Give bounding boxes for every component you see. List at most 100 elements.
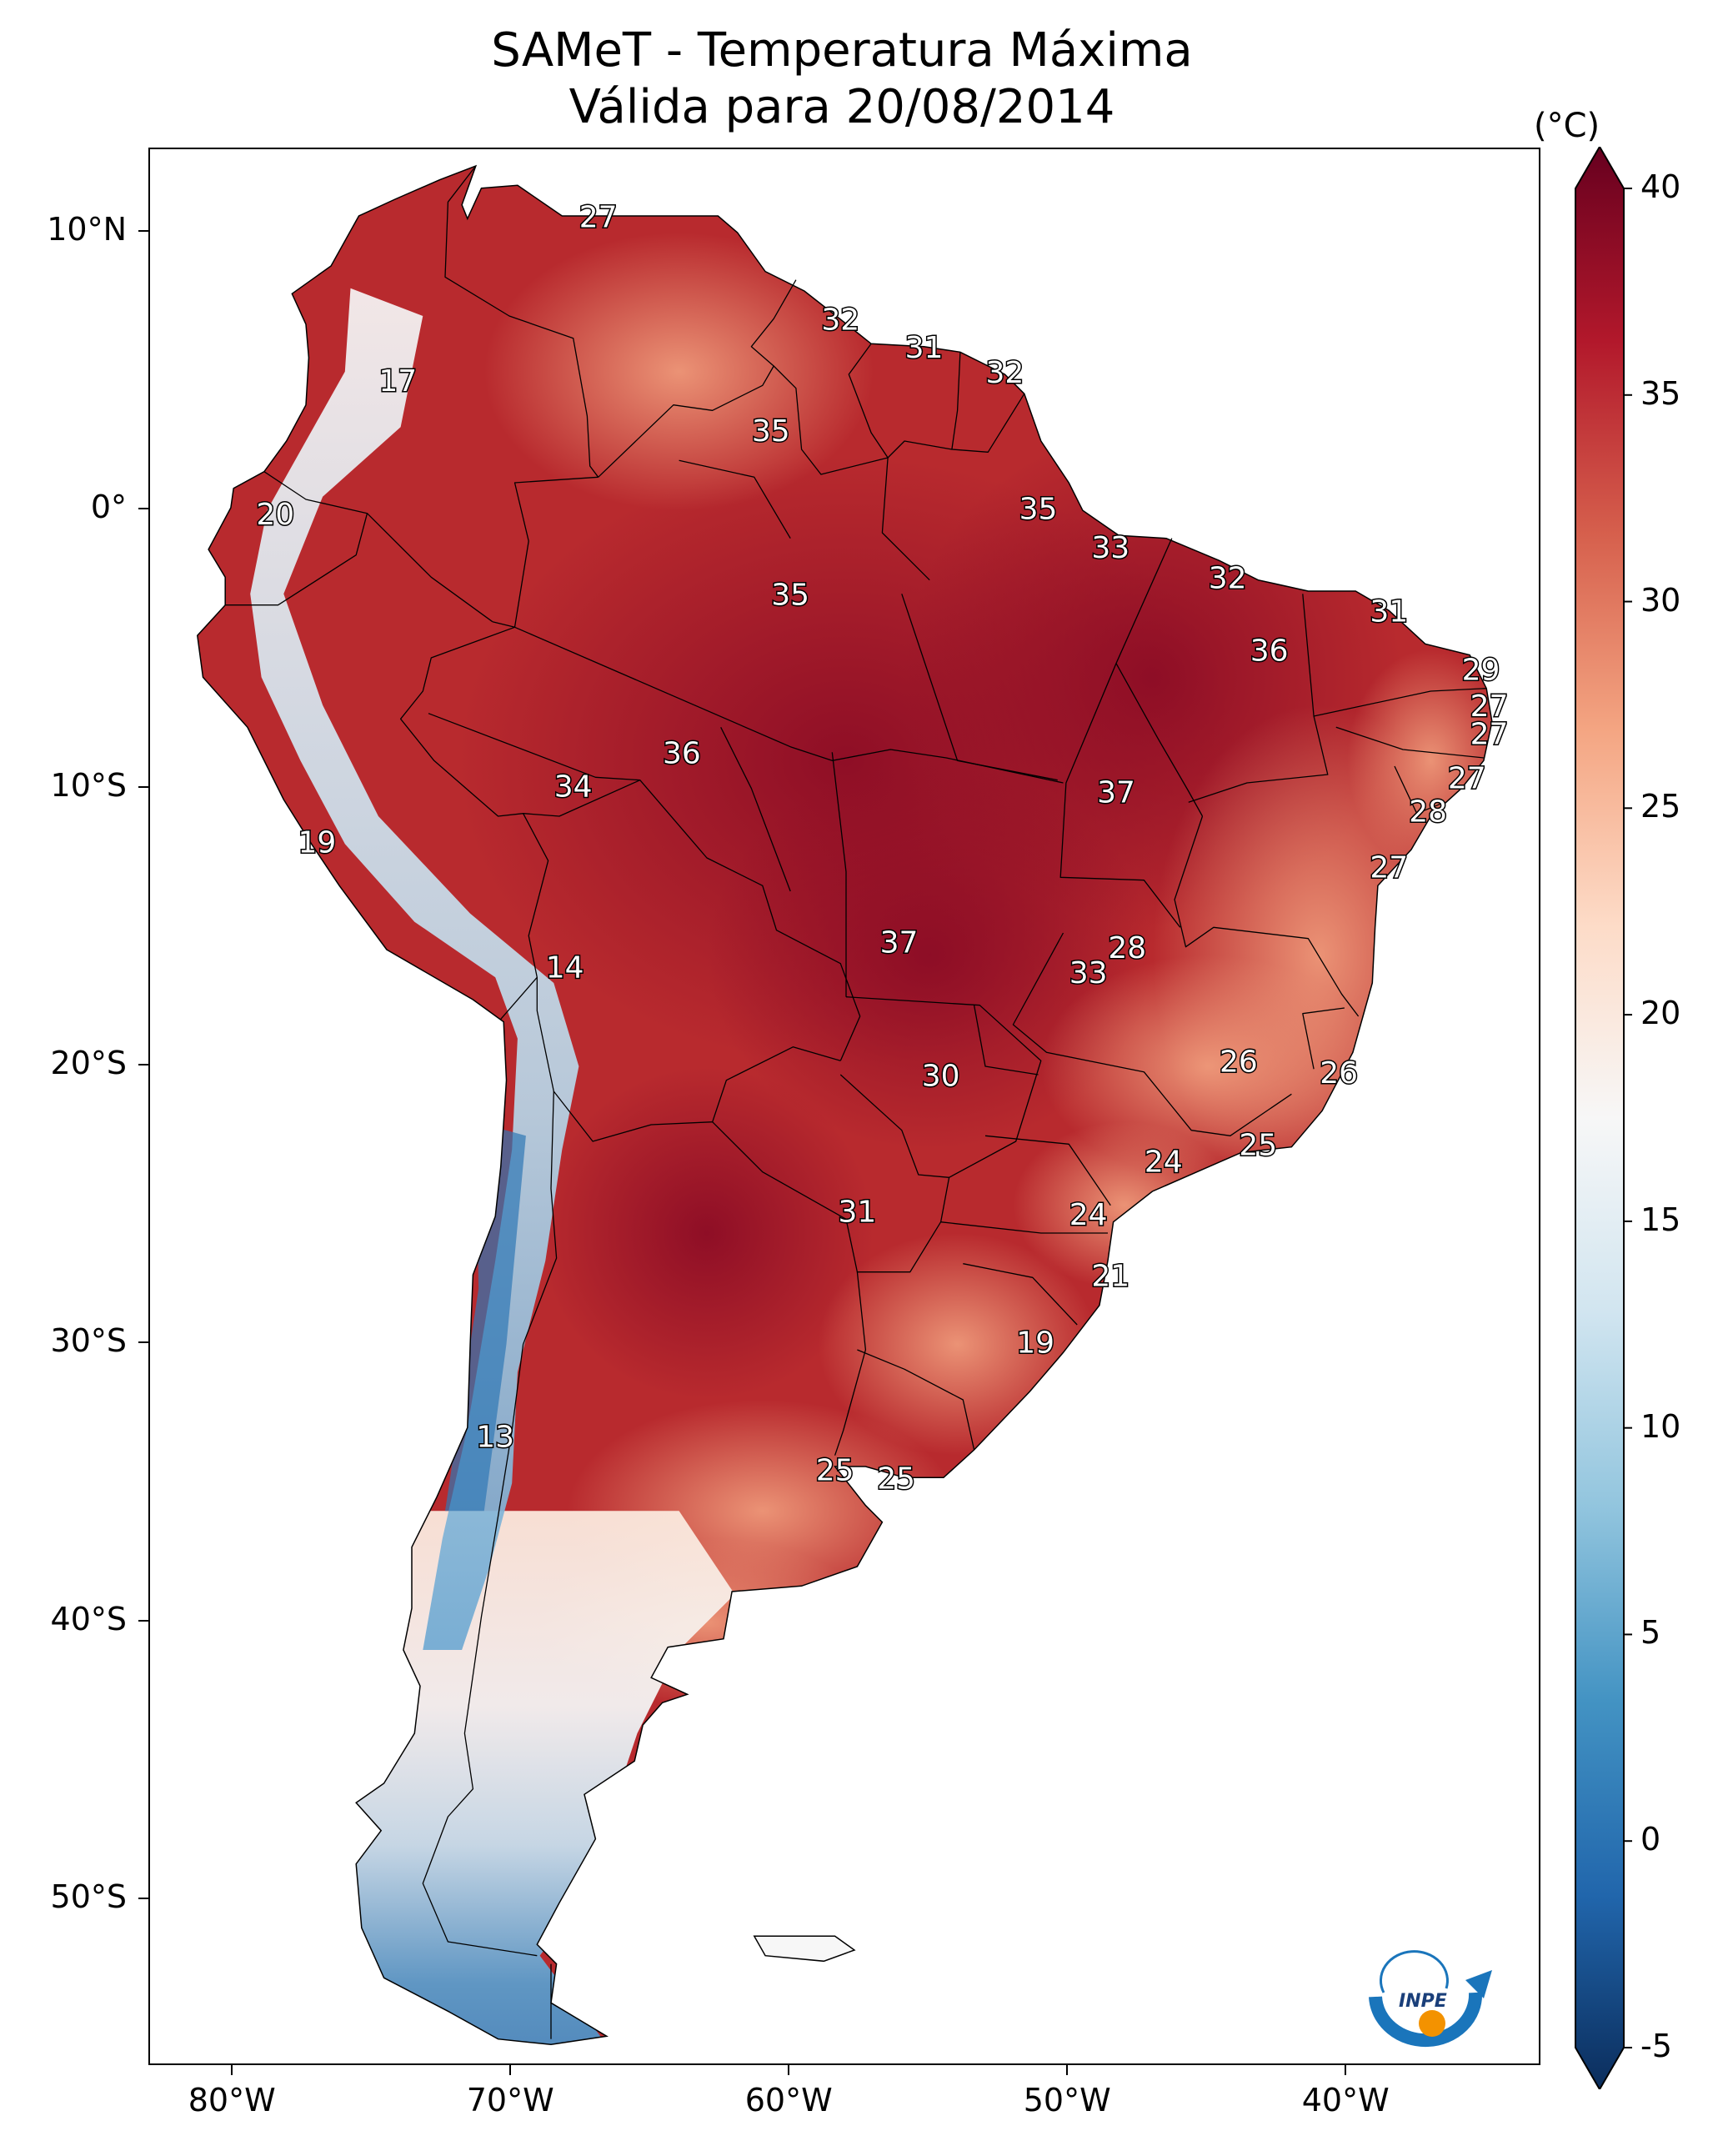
colorbar-unit: (°C) [1534,107,1600,145]
temperature-label: 33 [1091,531,1129,565]
temperature-label: 25 [816,1454,854,1488]
border-line [399,626,549,1020]
temperature-label: 28 [1409,795,1447,830]
colorbar-tick-label: 40 [1640,168,1681,205]
longitude-tick-label: 60°W [744,2082,833,2118]
temperature-label: 26 [1220,1045,1258,1080]
border-line [831,752,847,997]
border-line [679,459,791,539]
temperature-label: 31 [838,1196,876,1230]
border-line [1394,765,1445,815]
border-line [951,393,1025,453]
inpe-logo: INPE [1369,1950,1492,2048]
latitude-tick-label: 20°S [50,1045,127,1081]
temperature-label: 33 [1069,956,1108,990]
temperature-label: 35 [771,579,809,613]
border-line [225,513,368,606]
longitude-tick [231,2065,233,2075]
temperature-label: 21 [1091,1259,1129,1293]
temperature-map: 2717203231323535333231353629272727282736… [197,164,1510,2046]
border-line [720,727,791,892]
latitude-tick [138,1898,148,1899]
colorbar-tick-label: 5 [1640,1614,1661,1652]
longitude-tick-label: 40°W [1301,2082,1390,2118]
border-line [1188,594,1329,803]
colorbar [1575,147,1632,2089]
temperature-label: 28 [1108,931,1146,965]
temperature-label: 31 [905,331,944,365]
latitude-tick [138,1341,148,1344]
border-line [940,1221,1108,1234]
border-line [1335,726,1484,759]
border-line [444,165,599,478]
latitude-tick [138,508,148,510]
coastline [197,164,1493,2046]
latitude-tick-label: 10°S [50,766,127,804]
logo-arc-icon [1369,1992,1483,2048]
temperature-label: 36 [663,737,701,771]
temperature-field [250,233,1492,2045]
land-layer [197,164,1493,2046]
border-line [881,457,930,581]
logo-arrow-icon [1465,1970,1492,1998]
temperature-label: 31 [1370,595,1408,629]
border-line [1302,1007,1345,1070]
temperature-region [707,760,1153,1150]
longitude-tick-label: 70°W [466,2082,554,2118]
temperature-label: 19 [1016,1326,1054,1360]
latitude-tick [138,230,148,232]
latitude-tick [138,785,148,788]
temperature-region [539,1066,874,1400]
temperature-label: 30 [922,1059,960,1093]
border-line [1059,538,1181,928]
temperature-labels: 2717203231323535333231353629272727282736… [255,199,1510,1497]
temperature-label: 27 [1448,762,1486,796]
falkland-islands [753,1935,856,1963]
temperature-label: 37 [1097,775,1135,810]
temperature-region [483,233,874,511]
temperature-label: 27 [1470,689,1509,724]
border-line [1012,932,1292,1136]
colorbar-body [1575,147,1625,2089]
border-line [1313,688,1487,717]
chart-subtitle: Válida para 20/08/2014 [568,80,1115,134]
border-line [598,279,797,478]
border-line [422,1091,558,1957]
temperature-label: 13 [476,1421,514,1455]
longitude-tick [788,2065,790,2075]
border-line [984,1135,1111,1206]
temperature-label: 36 [1250,634,1289,668]
temperature-label: 32 [821,303,859,338]
temperature-label: 19 [298,825,336,860]
latitude-tick-label: 0° [90,489,127,526]
temperature-label: 35 [1019,492,1058,526]
latitude-tick [138,1064,148,1065]
logo-text: INPE [1399,1991,1447,2012]
border-line [1115,663,1204,817]
colorbar-tick-label: 30 [1640,581,1681,619]
map-panel: 27 17 20 32 31 32 35 35 33 32 31 35 36 29 27 27 27 28 27 36… [148,148,1540,2065]
colorbar-tick-label: 10 [1640,1407,1681,1445]
border-line [492,476,599,628]
border-line [523,780,861,1061]
temperature-label: 24 [1144,1146,1183,1180]
chart-title: SAMeT - Temperatura Máxima [491,23,1193,78]
temperature-label: 25 [877,1462,915,1497]
border-line [857,1349,975,1451]
temperature-label: 25 [1239,1129,1277,1163]
temperature-label: 37 [880,925,919,960]
latitude-tick-label: 10°N [47,211,127,248]
longitude-tick-label: 50°W [1023,2082,1111,2118]
temperature-label: 24 [1069,1198,1108,1232]
latitude-tick [138,1619,148,1622]
colorbar-tick-label: 25 [1640,788,1681,825]
temperature-label: 20 [256,498,294,532]
temperature-label: 29 [1462,654,1500,688]
longitude-tick [1066,2065,1069,2075]
longitude-tick-label: 80°W [188,2082,276,2118]
colorbar-tick-label: 20 [1640,995,1681,1032]
border-line [773,343,889,475]
border-line [428,713,640,781]
temperature-label: 14 [546,950,584,985]
temperature-label: 26 [1320,1056,1358,1091]
